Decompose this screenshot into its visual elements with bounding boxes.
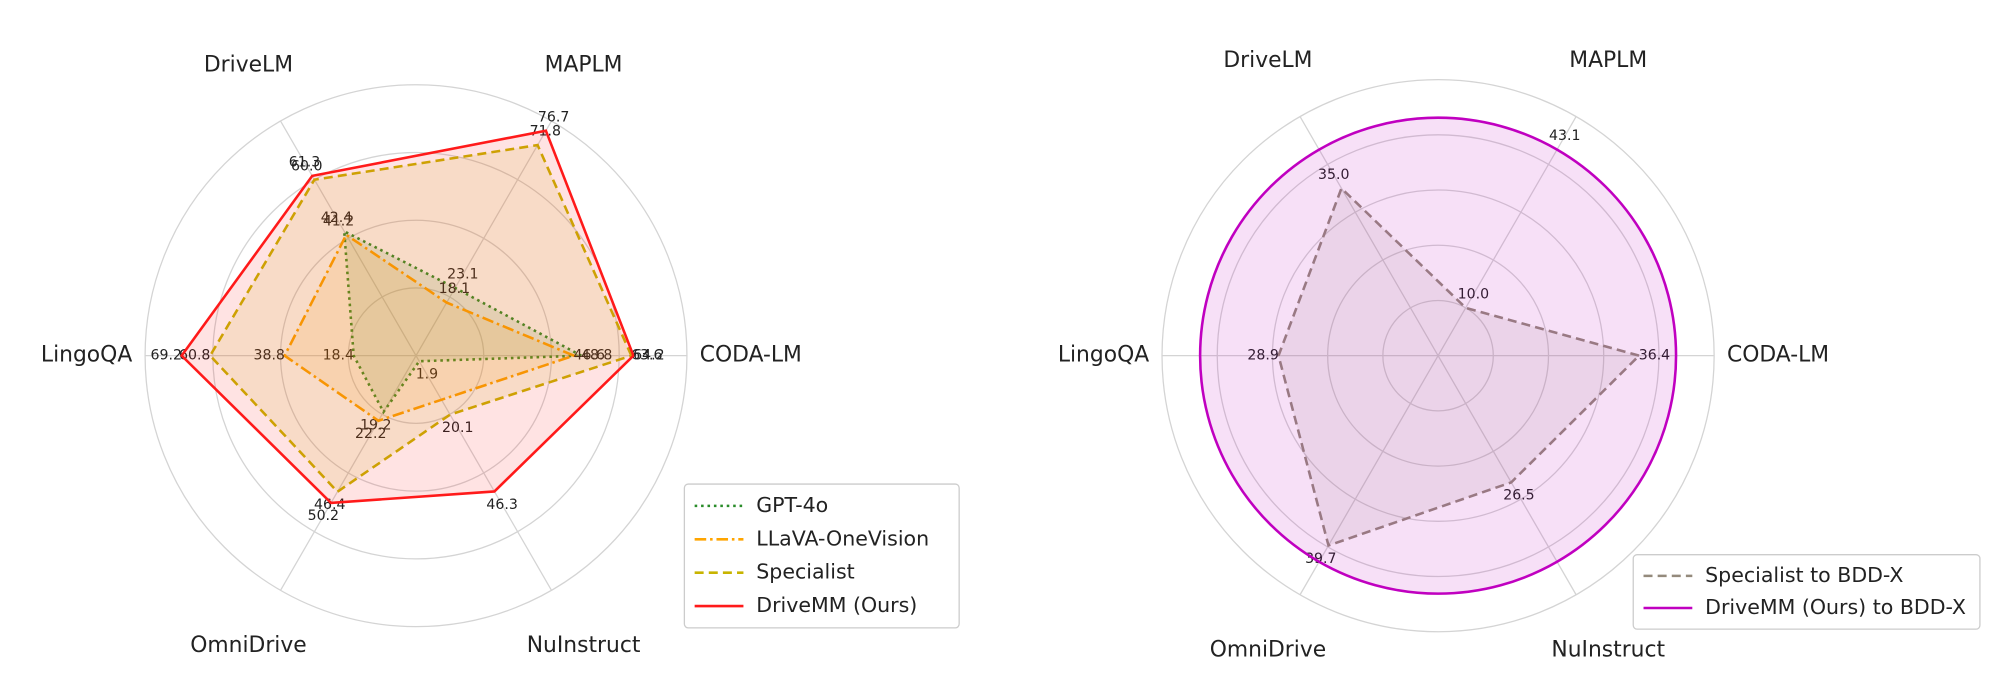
value-label: 23.1 <box>447 267 478 283</box>
value-label: 36.4 <box>1639 348 1670 364</box>
value-label: 20.1 <box>442 420 473 436</box>
value-label: 22.2 <box>355 426 386 442</box>
axis-label: LingoQA <box>41 343 132 368</box>
radial-axis <box>415 120 553 356</box>
radial-axis <box>1437 116 1577 356</box>
axis-label: OmniDrive <box>1210 637 1326 662</box>
series-area <box>344 231 582 412</box>
value-label: 42.4 <box>321 210 352 226</box>
series-area <box>1278 188 1640 546</box>
legend-box <box>683 483 960 629</box>
radial-axis <box>279 120 417 356</box>
legend-label: DriveMM (Ours) to BDD-X <box>1705 595 1966 619</box>
value-label: 28.9 <box>1247 348 1278 364</box>
series-area <box>284 234 574 421</box>
axis-label: DriveLM <box>204 52 293 77</box>
radial-axis <box>1299 116 1439 356</box>
value-label: 1.9 <box>416 367 438 383</box>
series-line <box>1198 116 1678 595</box>
value-label: 39.7 <box>1305 551 1336 567</box>
value-label: 10.0 <box>1458 287 1489 303</box>
value-label: 64.2 <box>633 348 664 364</box>
value-label: 26.5 <box>1503 488 1534 504</box>
radial-axis <box>415 355 553 591</box>
legend-label: Specialist to BDD-X <box>1705 563 1903 587</box>
value-label: 50.2 <box>308 508 339 524</box>
axis-label: NuInstruct <box>527 633 641 658</box>
series-line <box>1277 186 1642 548</box>
value-label: 48.8 <box>581 348 612 364</box>
value-label: 63.6 <box>631 348 662 364</box>
legend-label: GPT-4o <box>756 493 828 517</box>
value-label: 43.1 <box>1549 128 1580 144</box>
value-label: 60.0 <box>291 158 322 174</box>
axis-label: MAPLM <box>545 52 623 77</box>
axis-label: OmniDrive <box>190 633 306 658</box>
value-label: 46.4 <box>314 497 345 513</box>
value-label: 46.6 <box>574 348 605 364</box>
legend-label: LLaVA-OneVision <box>756 526 929 550</box>
series-line <box>342 229 587 415</box>
series-line <box>179 129 635 505</box>
legend-label: DriveMM (Ours) <box>756 593 917 617</box>
axis-label: MAPLM <box>1569 48 1647 73</box>
value-label: 61.3 <box>289 155 320 171</box>
legend-box <box>1632 554 1981 630</box>
series-line <box>208 143 634 494</box>
radial-axis <box>1437 355 1577 596</box>
value-label: 19.2 <box>360 417 391 433</box>
value-label: 18.4 <box>323 348 354 364</box>
radial-axis <box>1299 355 1439 596</box>
axis-label: LingoQA <box>1058 343 1149 368</box>
legend-label: Specialist <box>756 560 854 584</box>
axis-label: DriveLM <box>1223 48 1312 73</box>
value-label: 76.7 <box>538 109 569 125</box>
value-label: 41.2 <box>323 213 354 229</box>
value-label: 69.2 <box>151 348 182 364</box>
series-area <box>181 130 634 503</box>
axis-label: NuInstruct <box>1551 637 1665 662</box>
value-label: 18.1 <box>439 281 470 297</box>
axis-label: CODA-LM <box>1727 343 1829 368</box>
series-area <box>1200 117 1677 594</box>
series-line <box>282 232 578 423</box>
value-label: 38.8 <box>253 348 284 364</box>
plot-area: CODA-LM MAPLM DriveLM LingoQA OmniDrive NuIns… <box>41 48 1981 662</box>
axis-label: CODA-LM <box>700 343 802 368</box>
series-area <box>210 145 632 492</box>
value-label: 35.0 <box>1318 167 1349 183</box>
value-label: 46.3 <box>486 497 517 513</box>
radial-axis <box>279 355 417 591</box>
